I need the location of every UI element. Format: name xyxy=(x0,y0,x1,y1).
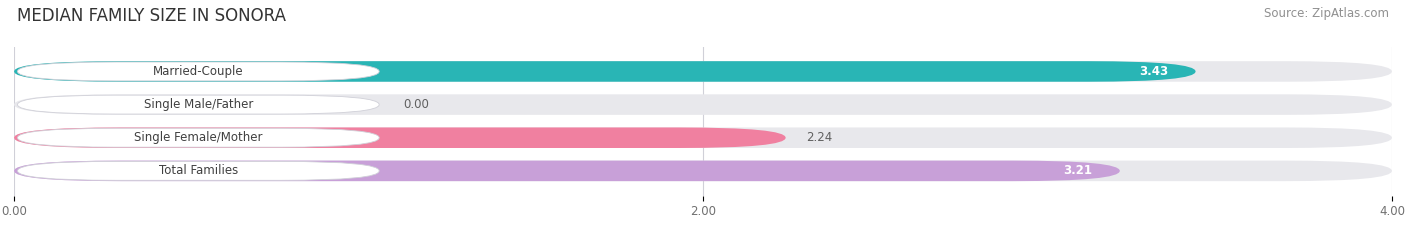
Text: 3.21: 3.21 xyxy=(1063,164,1092,177)
Text: 0.00: 0.00 xyxy=(404,98,429,111)
Text: 2.24: 2.24 xyxy=(807,131,832,144)
Text: Married-Couple: Married-Couple xyxy=(153,65,243,78)
Text: Source: ZipAtlas.com: Source: ZipAtlas.com xyxy=(1264,7,1389,20)
Text: Total Families: Total Families xyxy=(159,164,238,177)
FancyBboxPatch shape xyxy=(14,161,1392,181)
FancyBboxPatch shape xyxy=(17,62,380,81)
FancyBboxPatch shape xyxy=(17,128,380,147)
Text: Single Male/Father: Single Male/Father xyxy=(143,98,253,111)
Text: 3.43: 3.43 xyxy=(1139,65,1168,78)
FancyBboxPatch shape xyxy=(14,127,1392,148)
FancyBboxPatch shape xyxy=(14,94,1392,115)
Text: MEDIAN FAMILY SIZE IN SONORA: MEDIAN FAMILY SIZE IN SONORA xyxy=(17,7,285,25)
Text: Single Female/Mother: Single Female/Mother xyxy=(134,131,263,144)
FancyBboxPatch shape xyxy=(17,95,380,114)
FancyBboxPatch shape xyxy=(14,161,1119,181)
FancyBboxPatch shape xyxy=(14,127,786,148)
FancyBboxPatch shape xyxy=(17,161,380,180)
FancyBboxPatch shape xyxy=(14,61,1392,82)
FancyBboxPatch shape xyxy=(14,61,1195,82)
